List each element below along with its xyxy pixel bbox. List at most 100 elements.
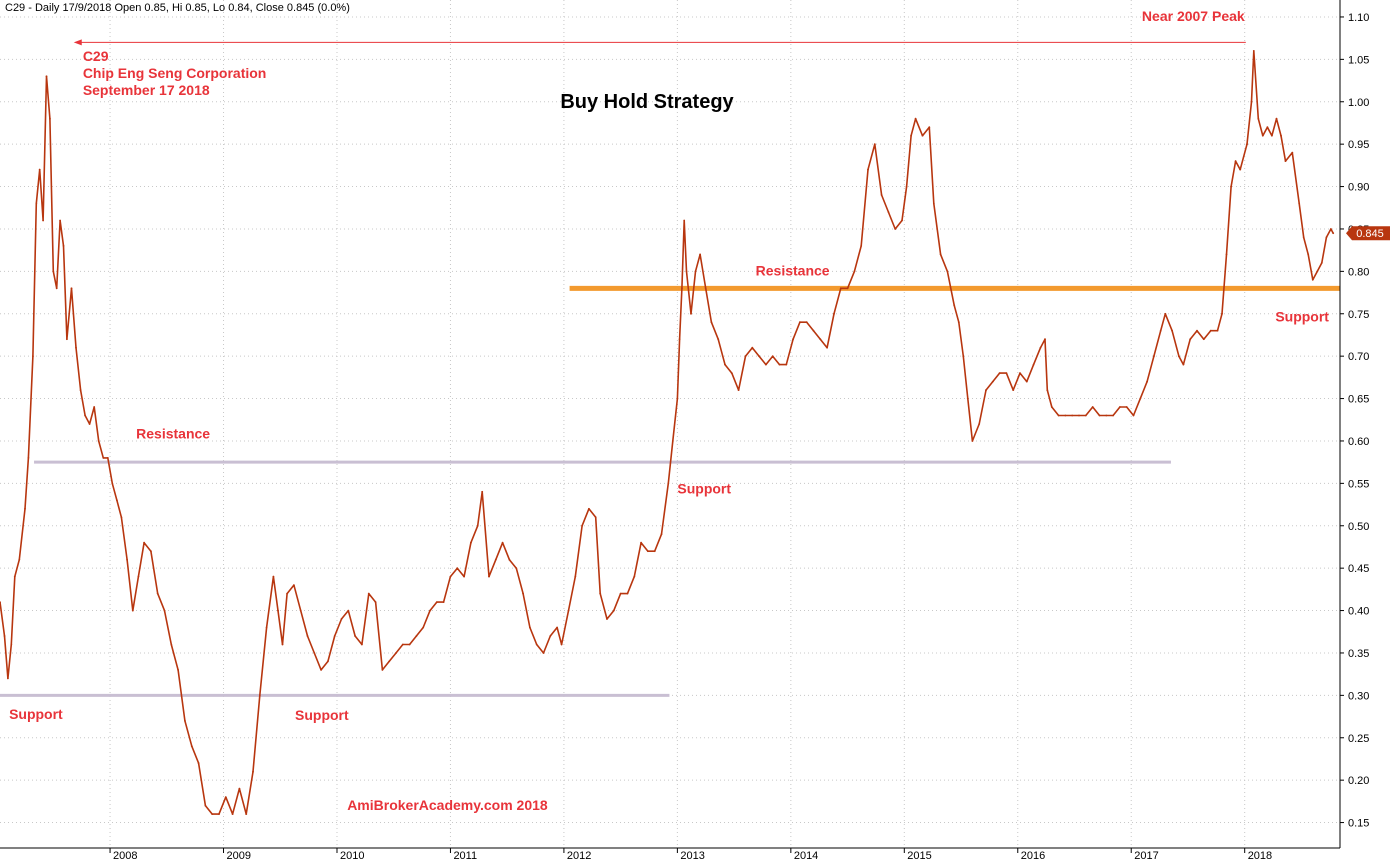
level-lines: [0, 285, 1340, 697]
price-point: [1012, 389, 1015, 391]
price-point: [429, 609, 431, 612]
price-point: [1252, 50, 1255, 52]
price-point: [361, 643, 363, 646]
price-point: [442, 601, 445, 603]
price-point: [190, 745, 193, 748]
y-tick-label: 0.45: [1348, 563, 1369, 575]
price-point: [939, 253, 942, 256]
price-point: [1153, 355, 1155, 358]
price-point: [535, 643, 538, 646]
price-point: [1019, 372, 1021, 374]
price-point: [799, 321, 801, 324]
price-point: [860, 245, 863, 247]
price-point: [0, 601, 1, 603]
price-point: [1284, 160, 1287, 163]
price-point: [1057, 414, 1060, 417]
price-point: [690, 312, 692, 315]
price-point: [953, 304, 956, 307]
price-point: [293, 584, 295, 586]
price-point: [676, 397, 679, 400]
price-point: [163, 609, 166, 612]
annotation-company: Chip Eng Seng Corporation: [83, 65, 267, 81]
price-point: [1196, 329, 1198, 332]
price-point: [18, 558, 21, 561]
price-point: [522, 592, 524, 595]
price-point: [681, 287, 683, 290]
price-point: [401, 643, 404, 646]
price-point: [704, 287, 707, 290]
price-point: [281, 643, 284, 646]
price-point: [1005, 372, 1008, 374]
price-point: [59, 219, 61, 222]
chart-header: C29 - Daily 17/9/2018 Open 0.85, Hi 0.85…: [5, 2, 350, 14]
price-point: [880, 194, 883, 196]
price-point: [1078, 414, 1080, 417]
price-point: [1239, 168, 1242, 171]
price-point: [1330, 228, 1332, 230]
price-point: [751, 346, 754, 349]
x-tick-label: 2010: [340, 850, 364, 861]
price-point: [388, 660, 391, 663]
price-point: [508, 558, 511, 561]
grid: [0, 0, 1340, 848]
price-point: [32, 355, 34, 358]
price-point: [75, 346, 77, 349]
price-point: [1182, 363, 1185, 366]
annotation-near-2007-peak: Near 2007 Peak: [1142, 8, 1245, 24]
price-point: [998, 372, 1001, 374]
x-tick-label: 2014: [794, 850, 818, 861]
price-point: [177, 669, 180, 671]
price-point: [395, 652, 397, 654]
y-tick-label: 0.15: [1348, 818, 1369, 830]
price-point: [156, 592, 159, 595]
y-tick-label: 0.75: [1348, 309, 1369, 321]
price-point: [556, 626, 558, 629]
price-point: [574, 575, 577, 578]
price-point: [1316, 270, 1319, 273]
x-tick-label: 2015: [907, 850, 931, 861]
price-point: [449, 575, 452, 578]
y-tick-label: 1.00: [1348, 97, 1369, 109]
price-point: [66, 338, 68, 341]
price-point: [619, 592, 622, 595]
x-tick-label: 2018: [1248, 850, 1272, 861]
price-point: [224, 796, 227, 798]
price-point: [1064, 414, 1067, 417]
price-point: [347, 609, 350, 612]
y-tick-label: 0.25: [1348, 733, 1369, 745]
price-point: [1275, 117, 1278, 120]
price-point: [873, 143, 876, 146]
price-point: [683, 219, 686, 222]
price-point: [1071, 414, 1074, 417]
price-point: [1216, 329, 1219, 332]
price-point: [374, 601, 377, 603]
price-point: [542, 652, 545, 654]
price-point: [367, 592, 370, 595]
x-tick-label: 2017: [1134, 850, 1158, 861]
price-point: [13, 575, 16, 578]
price-point: [914, 117, 917, 120]
x-tick-label: 2013: [680, 850, 704, 861]
price-point: [819, 338, 822, 341]
price-point: [408, 643, 411, 646]
price-point: [966, 397, 969, 400]
price-point: [717, 338, 720, 341]
price-point: [667, 482, 670, 485]
price-point: [340, 618, 343, 620]
price-point: [137, 575, 140, 578]
price-point: [985, 389, 987, 391]
price-point: [853, 270, 856, 273]
price-point: [476, 524, 479, 527]
price-point: [1178, 355, 1180, 358]
price-point: [833, 312, 835, 315]
price-point: [1032, 363, 1035, 366]
price-point: [277, 609, 279, 612]
annotation-support-mid: Support: [295, 707, 349, 723]
annotation-resistance-left: Resistance: [136, 425, 210, 441]
annotation-symbol: C29: [83, 48, 109, 64]
price-point: [633, 575, 636, 578]
price-series: [0, 50, 1335, 815]
price-point: [1105, 414, 1108, 417]
price-point: [488, 575, 490, 578]
